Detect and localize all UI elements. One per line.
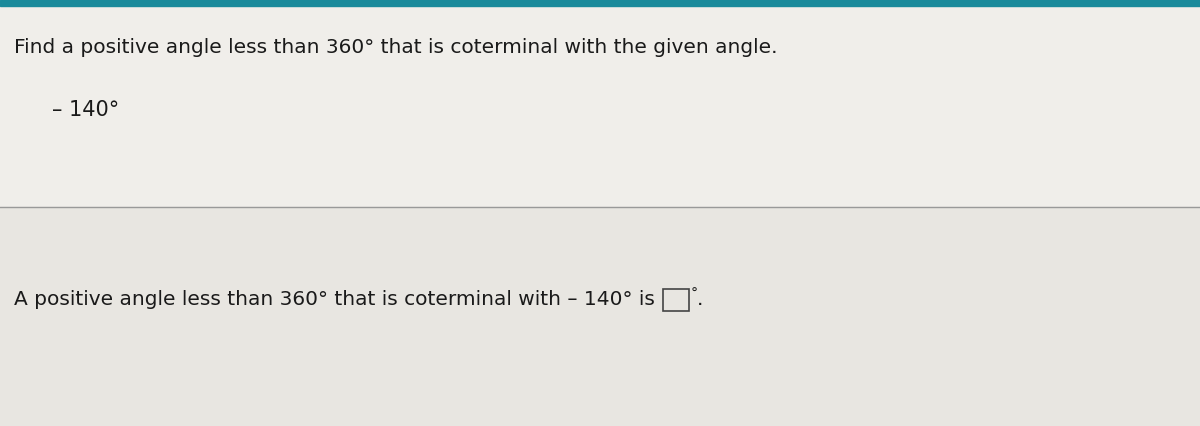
Bar [664, 288, 689, 311]
Bar [0, 0, 1200, 6]
Text: °: ° [690, 287, 697, 300]
Text: .: . [697, 290, 703, 309]
Bar [0, 207, 1200, 426]
Text: – 140°: – 140° [52, 100, 119, 120]
Text: Find a positive angle less than 360° that is coterminal with the given angle.: Find a positive angle less than 360° tha… [14, 38, 778, 57]
Text: A positive angle less than 360° that is coterminal with – 140° is: A positive angle less than 360° that is … [14, 290, 661, 309]
Bar [0, 6, 1200, 207]
